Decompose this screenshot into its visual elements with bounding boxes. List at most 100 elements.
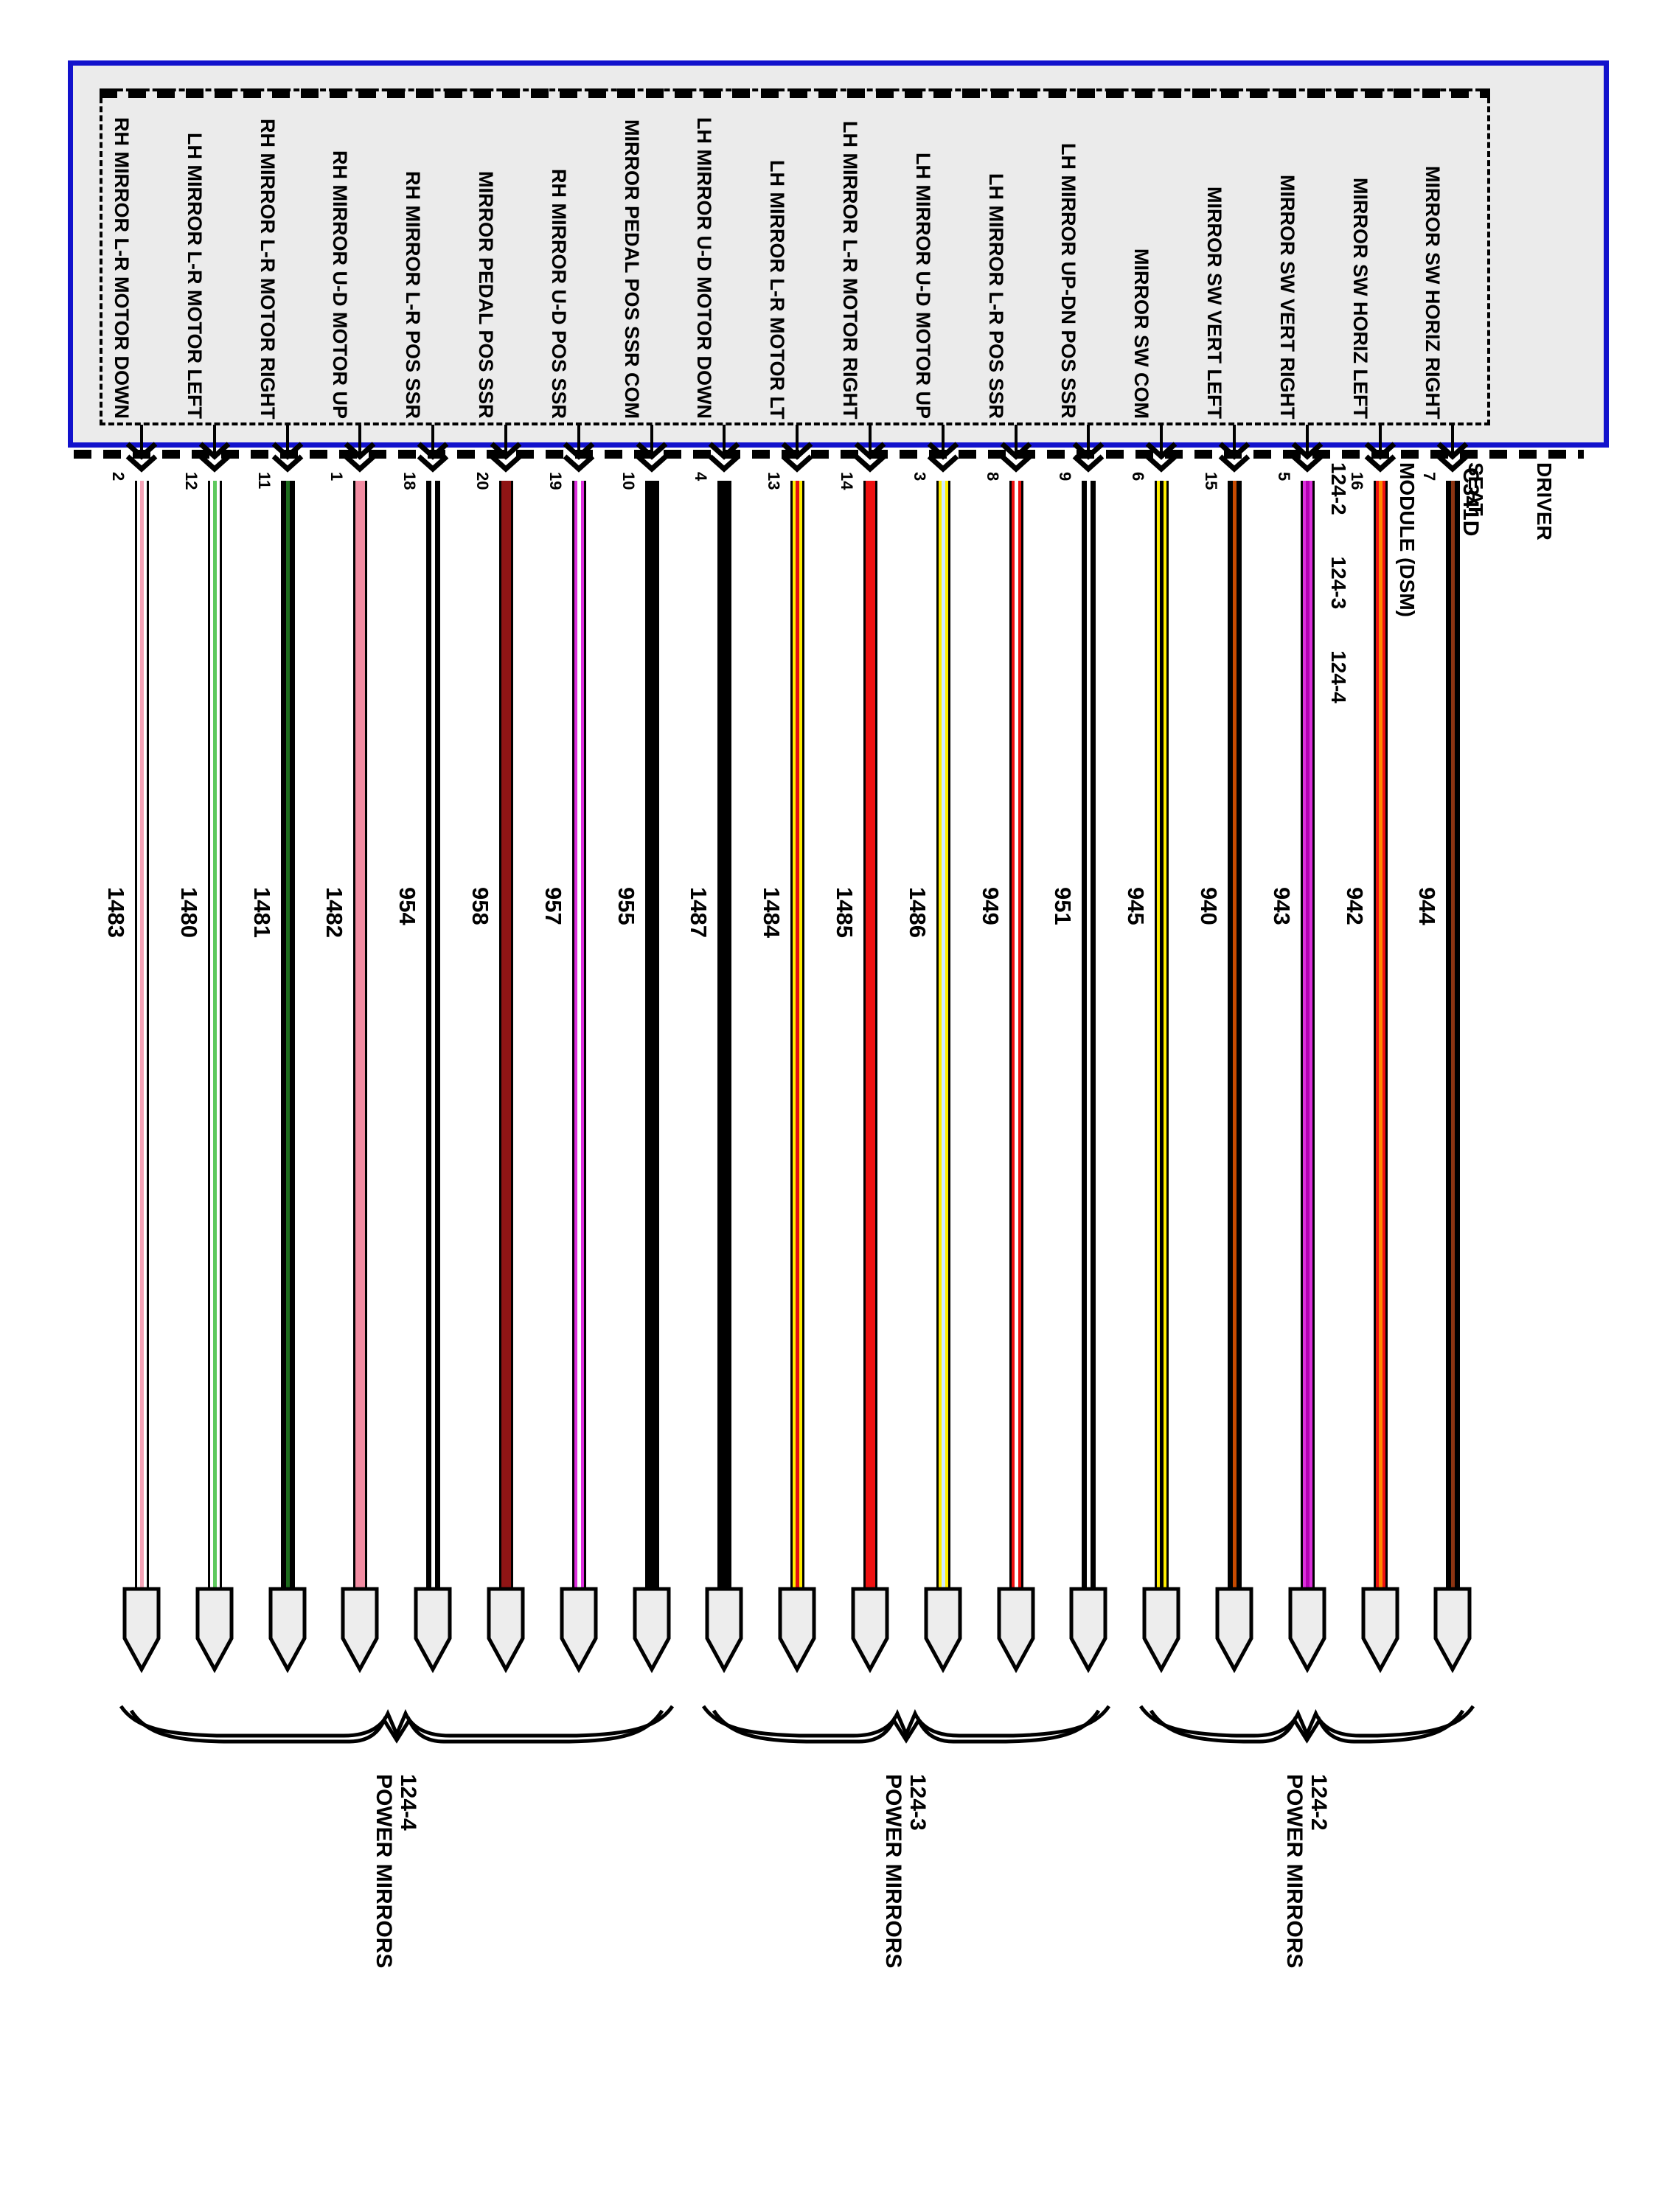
signal-name-label: RH MIRROR U-D MOTOR UP: [329, 150, 351, 419]
circuit-color-label: 1487: [686, 887, 712, 938]
signal-name-label: LH MIRROR L-R POS SSR: [985, 173, 1007, 419]
circuit-color-label: 1484: [759, 887, 785, 938]
circuit-color-label: 943: [1269, 887, 1295, 925]
circuit-color-label: 942: [1342, 887, 1368, 925]
pin-number: 10: [619, 472, 638, 490]
wire: [135, 481, 149, 1587]
group-connector-name: POWER MIRRORS: [881, 1774, 905, 1969]
group-brace: [701, 1705, 1111, 1744]
circuit-color-label: 954: [394, 887, 420, 925]
signal-name-label: RH MIRROR U-D POS SSR: [548, 168, 570, 419]
pin-number: 7: [1420, 472, 1439, 481]
wire: [1301, 481, 1315, 1587]
group-connector-label: 124-3 POWER MIRRORS: [881, 1774, 930, 1968]
signal-name-label: RH MIRROR L-R POS SSR: [402, 170, 424, 419]
group-connector-number: 124-2: [1307, 1774, 1331, 1831]
connector-pin: [487, 1587, 525, 1674]
circuit-color-label: 949: [978, 887, 1004, 925]
signal-name-label: MIRROR SW HORIZ LEFT: [1349, 178, 1371, 419]
pin-number: 13: [765, 472, 783, 490]
circuit-color-label: 1486: [905, 887, 931, 938]
wire-entry-arrow-icon: [344, 425, 376, 473]
pin-number: 15: [1202, 472, 1220, 490]
wire: [717, 481, 731, 1587]
c341d-connector-dashed-line: [74, 450, 1584, 459]
connector-pin: [1142, 1587, 1180, 1674]
pin-number: 8: [984, 472, 1002, 481]
module-label-line: MODULE (DSM): [1396, 462, 1419, 617]
signal-name-label: MIRROR SW VERT LEFT: [1203, 187, 1225, 419]
module-label-line: SEAT: [1464, 462, 1487, 516]
wire-entry-arrow-icon: [854, 425, 886, 473]
circuit-color-label: 951: [1050, 887, 1076, 925]
wire: [936, 481, 950, 1587]
group-brace: [1138, 1705, 1475, 1744]
wire: [572, 481, 586, 1587]
connector-pin: [997, 1587, 1035, 1674]
group-connector-name: POWER MIRRORS: [372, 1774, 396, 1969]
wire-entry-arrow-icon: [1072, 425, 1105, 473]
wire-entry-arrow-icon: [563, 425, 595, 473]
wire-entry-arrow-icon: [781, 425, 813, 473]
circuit-color-label: 957: [540, 887, 566, 925]
wire: [1446, 481, 1460, 1587]
wire-entry-arrow-icon: [1000, 425, 1032, 473]
group-connector-number: 124-4: [396, 1774, 420, 1831]
wire: [426, 481, 440, 1587]
connector-pin: [851, 1587, 889, 1674]
wire-entry-arrow-icon: [1364, 425, 1397, 473]
pin-number: 12: [182, 472, 201, 490]
wire: [1155, 481, 1169, 1587]
connector-pin: [1361, 1587, 1399, 1674]
wire: [281, 481, 295, 1587]
pin-number: 18: [400, 472, 419, 490]
pin-number: 9: [1056, 472, 1074, 481]
module-dashed-border-top: [100, 88, 1490, 98]
signal-name-label: MIRROR SW VERT RIGHT: [1276, 174, 1298, 420]
circuit-color-label: 1482: [321, 887, 347, 938]
wire-entry-arrow-icon: [1218, 425, 1251, 473]
group-connector-label: 124-2 POWER MIRRORS: [1282, 1774, 1331, 1968]
circuit-color-label: 1485: [832, 887, 858, 938]
connector-pin: [268, 1587, 307, 1674]
wire-entry-arrow-icon: [125, 425, 158, 473]
signal-name-label: RH MIRROR L-R MOTOR RIGHT: [257, 118, 279, 419]
wire-entry-arrow-icon: [490, 425, 522, 473]
circuit-color-label: 945: [1123, 887, 1149, 925]
circuit-color-label: 940: [1196, 887, 1222, 925]
connector-id-label: C341D: [1458, 467, 1483, 537]
pin-number: 20: [473, 472, 492, 490]
connector-pin: [1069, 1587, 1107, 1674]
wire-entry-arrow-icon: [198, 425, 231, 473]
signal-name-label: LH MIRROR UP-DN POS SSR: [1057, 143, 1079, 419]
group-connector-label: 124-4 POWER MIRRORS: [372, 1774, 420, 1968]
pin-number: 11: [255, 472, 274, 490]
connector-pin: [341, 1587, 379, 1674]
group-connector-number: 124-3: [905, 1774, 930, 1831]
module-label: DRIVER SEAT MODULE (DSM) 124-2 124-3 124…: [1281, 462, 1601, 703]
connector-pin: [1288, 1587, 1326, 1674]
signal-name-label: LH MIRROR L-R MOTOR RIGHT: [839, 120, 861, 419]
signal-name-label: RH MIRROR L-R MOTOR DOWN: [111, 117, 133, 419]
wire: [1009, 481, 1023, 1587]
signal-name-label: MIRROR SW COM: [1130, 248, 1152, 419]
wire: [863, 481, 877, 1587]
connector-pin: [633, 1587, 671, 1674]
connector-pin: [705, 1587, 743, 1674]
module-connector-row: 124-2 124-3 124-4: [1327, 462, 1350, 703]
wire: [208, 481, 222, 1587]
circuit-color-label: 944: [1414, 887, 1440, 925]
pin-number: 5: [1275, 472, 1293, 481]
connector-pin: [1433, 1587, 1472, 1674]
driver-seat-module-box: [68, 60, 1609, 448]
wire: [790, 481, 804, 1587]
wire-entry-arrow-icon: [927, 425, 959, 473]
signal-name-label: LH MIRROR U-D MOTOR UP: [912, 153, 934, 419]
wire: [353, 481, 367, 1587]
signal-name-label: LH MIRROR L-R MOTOR LT: [766, 159, 788, 419]
pin-number: 6: [1129, 472, 1147, 481]
group-brace: [119, 1705, 675, 1744]
pin-number: 16: [1348, 472, 1366, 490]
pin-number: 19: [546, 472, 565, 490]
connector-pin: [122, 1587, 161, 1674]
